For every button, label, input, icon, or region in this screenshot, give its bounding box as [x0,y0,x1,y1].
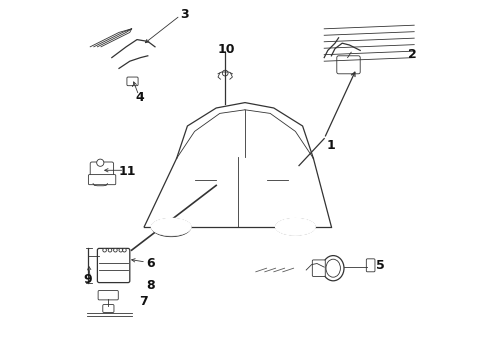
Text: 1: 1 [326,139,335,152]
Circle shape [222,70,228,76]
FancyBboxPatch shape [98,291,118,300]
Circle shape [97,159,104,166]
Text: 7: 7 [139,295,148,308]
FancyBboxPatch shape [367,259,375,272]
Ellipse shape [322,256,344,281]
Circle shape [114,248,117,252]
Text: 4: 4 [136,91,144,104]
Text: 9: 9 [83,273,92,286]
Ellipse shape [275,219,315,235]
Circle shape [122,248,126,252]
FancyBboxPatch shape [88,175,116,185]
FancyBboxPatch shape [312,260,325,276]
Circle shape [103,248,106,252]
Ellipse shape [151,219,191,235]
Text: 3: 3 [181,8,189,21]
Text: 5: 5 [376,259,385,272]
Text: 6: 6 [147,257,155,270]
FancyBboxPatch shape [98,248,130,283]
Ellipse shape [326,259,341,277]
FancyBboxPatch shape [127,77,138,86]
FancyBboxPatch shape [337,56,360,74]
FancyBboxPatch shape [90,162,114,178]
Text: 10: 10 [218,43,235,56]
Circle shape [108,248,112,252]
Text: 8: 8 [147,279,155,292]
Text: 2: 2 [408,48,417,61]
FancyBboxPatch shape [103,305,114,312]
Text: 11: 11 [118,165,136,178]
Circle shape [119,248,122,252]
